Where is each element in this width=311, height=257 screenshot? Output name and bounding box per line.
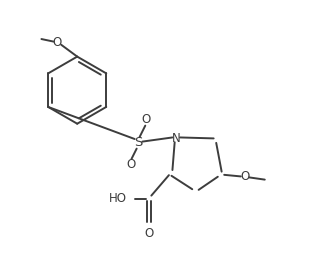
Text: O: O — [141, 113, 151, 126]
Text: O: O — [240, 170, 250, 183]
Text: N: N — [172, 132, 181, 145]
Text: O: O — [53, 36, 62, 49]
Text: S: S — [134, 136, 142, 149]
Text: O: O — [126, 158, 136, 171]
Text: HO: HO — [109, 192, 127, 205]
Text: O: O — [145, 227, 154, 240]
